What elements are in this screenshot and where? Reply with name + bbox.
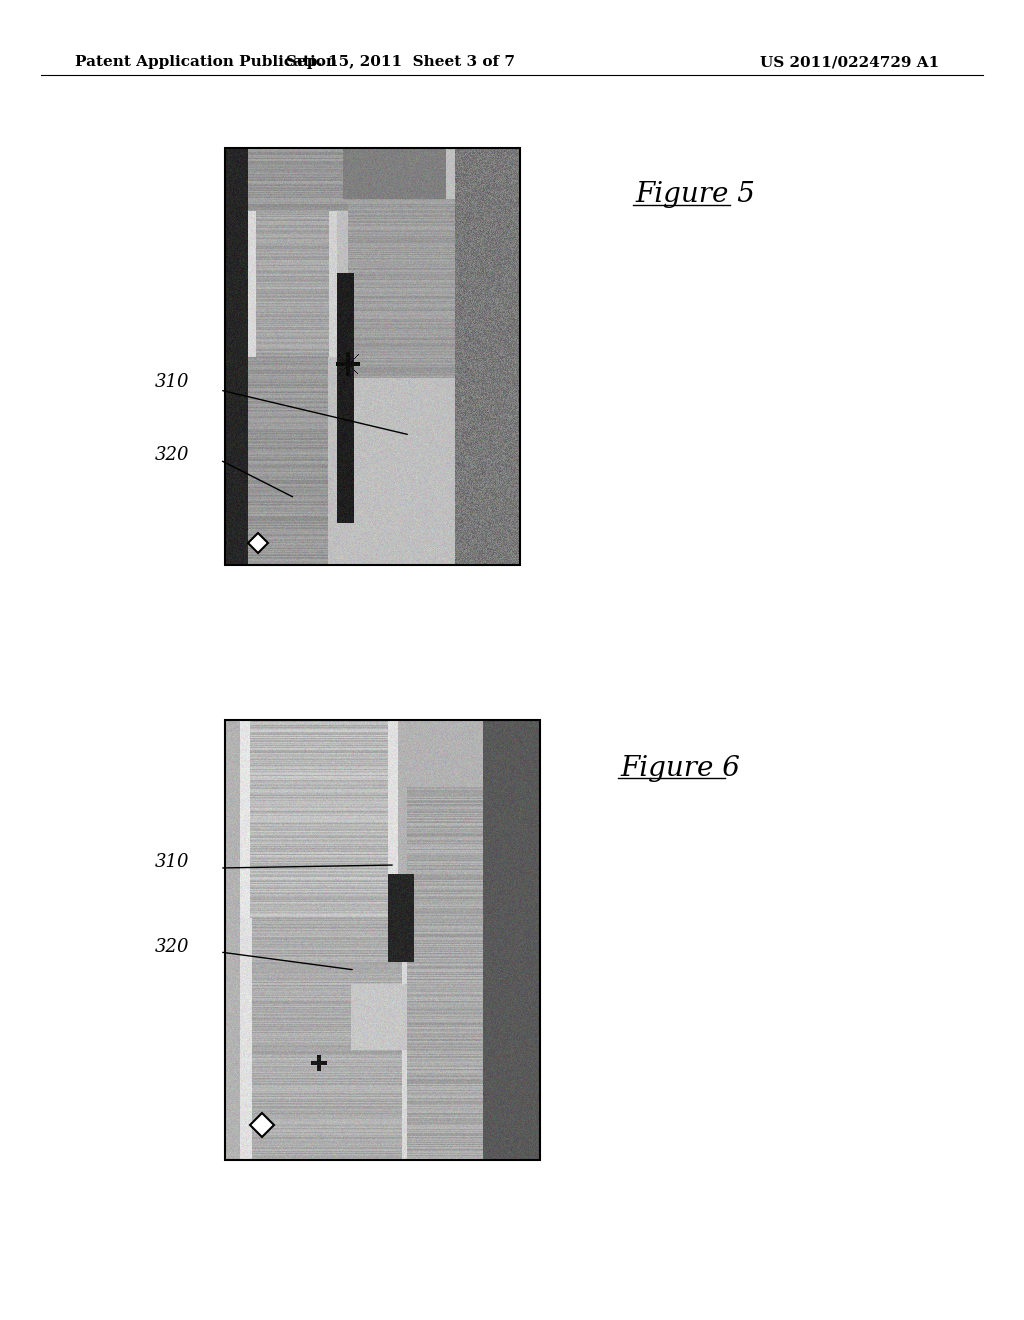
Text: US 2011/0224729 A1: US 2011/0224729 A1 [760,55,939,69]
Polygon shape [248,533,268,553]
Bar [225,148,520,565]
Text: 320: 320 [155,939,189,956]
Text: 310: 310 [155,853,189,871]
Text: Figure 6: Figure 6 [620,755,740,781]
Text: 310: 310 [155,374,189,391]
Text: 320: 320 [155,446,189,465]
Polygon shape [250,1113,274,1137]
Bar [225,719,540,1160]
Text: Patent Application Publication: Patent Application Publication [75,55,337,69]
Text: Figure 5: Figure 5 [635,181,755,209]
Text: Sep. 15, 2011  Sheet 3 of 7: Sep. 15, 2011 Sheet 3 of 7 [286,55,514,69]
